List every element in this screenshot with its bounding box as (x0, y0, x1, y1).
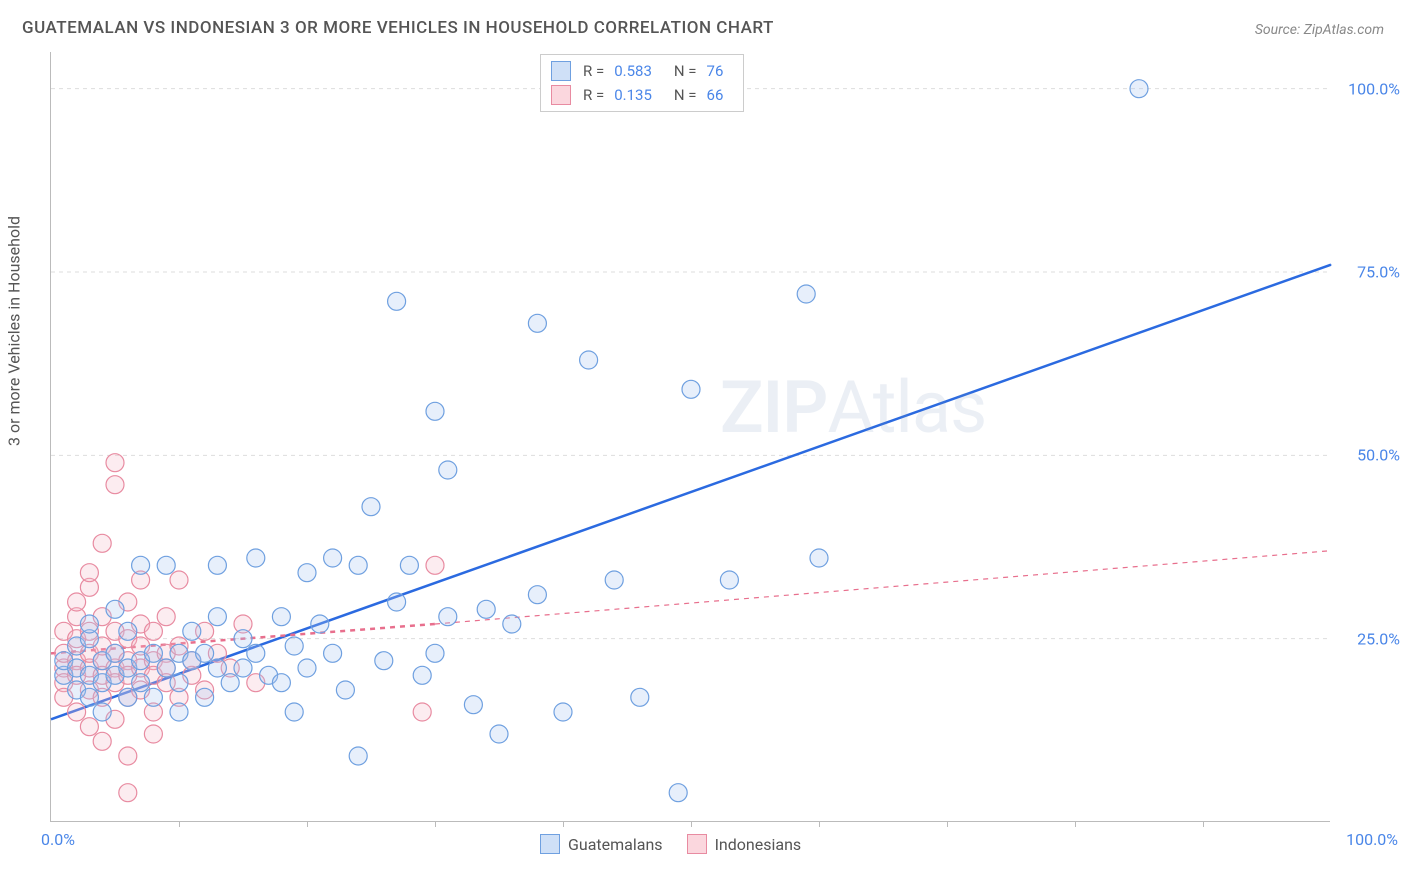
r-label: R = (583, 59, 604, 83)
legend-item-guatemalans: Guatemalans (540, 834, 663, 854)
legend-label-guatemalans: Guatemalans (568, 835, 663, 854)
x-tick-min: 0.0% (41, 830, 75, 849)
x-minor-tick (691, 821, 692, 827)
x-minor-tick (1203, 821, 1204, 827)
chart-title: GUATEMALAN VS INDONESIAN 3 OR MORE VEHIC… (22, 18, 774, 38)
swatch-indonesians-icon (687, 834, 707, 854)
plot-area: 0.0% 100.0% 25.0%50.0%75.0%100.0% (50, 52, 1330, 822)
y-tick-label: 25.0% (1340, 629, 1400, 648)
x-minor-tick (819, 821, 820, 827)
legend-label-indonesians: Indonesians (715, 835, 802, 854)
r-value-guatemalans: 0.583 (614, 59, 652, 83)
y-tick-label: 100.0% (1340, 79, 1400, 98)
x-tick-max: 100.0% (1346, 830, 1398, 849)
legend-item-indonesians: Indonesians (687, 834, 802, 854)
r-value-indonesians: 0.135 (614, 83, 652, 107)
n-value-guatemalans: 76 (707, 59, 724, 83)
swatch-indonesians (551, 85, 571, 105)
n-value-indonesians: 66 (707, 83, 724, 107)
swatch-guatemalans (551, 61, 571, 81)
gridlines-layer (51, 52, 1330, 821)
x-minor-tick (1075, 821, 1076, 827)
scatter-layer (51, 52, 1330, 821)
legend-stats-row-guatemalans: R = 0.583 N = 76 (551, 59, 733, 83)
n-label: N = (674, 59, 697, 83)
legend-series: Guatemalans Indonesians (540, 834, 801, 854)
legend-stats: R = 0.583 N = 76 R = 0.135 N = 66 (540, 54, 744, 112)
y-axis-label: 3 or more Vehicles in Household (5, 216, 24, 446)
y-tick-label: 50.0% (1340, 446, 1400, 465)
x-minor-tick (563, 821, 564, 827)
x-minor-tick (179, 821, 180, 827)
source-attribution: Source: ZipAtlas.com (1255, 22, 1384, 38)
x-minor-tick (947, 821, 948, 827)
swatch-guatemalans-icon (540, 834, 560, 854)
n-label: N = (674, 83, 697, 107)
x-minor-tick (435, 821, 436, 827)
y-tick-label: 75.0% (1340, 263, 1400, 282)
legend-stats-row-indonesians: R = 0.135 N = 66 (551, 83, 733, 107)
x-minor-tick (307, 821, 308, 827)
r-label: R = (583, 83, 604, 107)
